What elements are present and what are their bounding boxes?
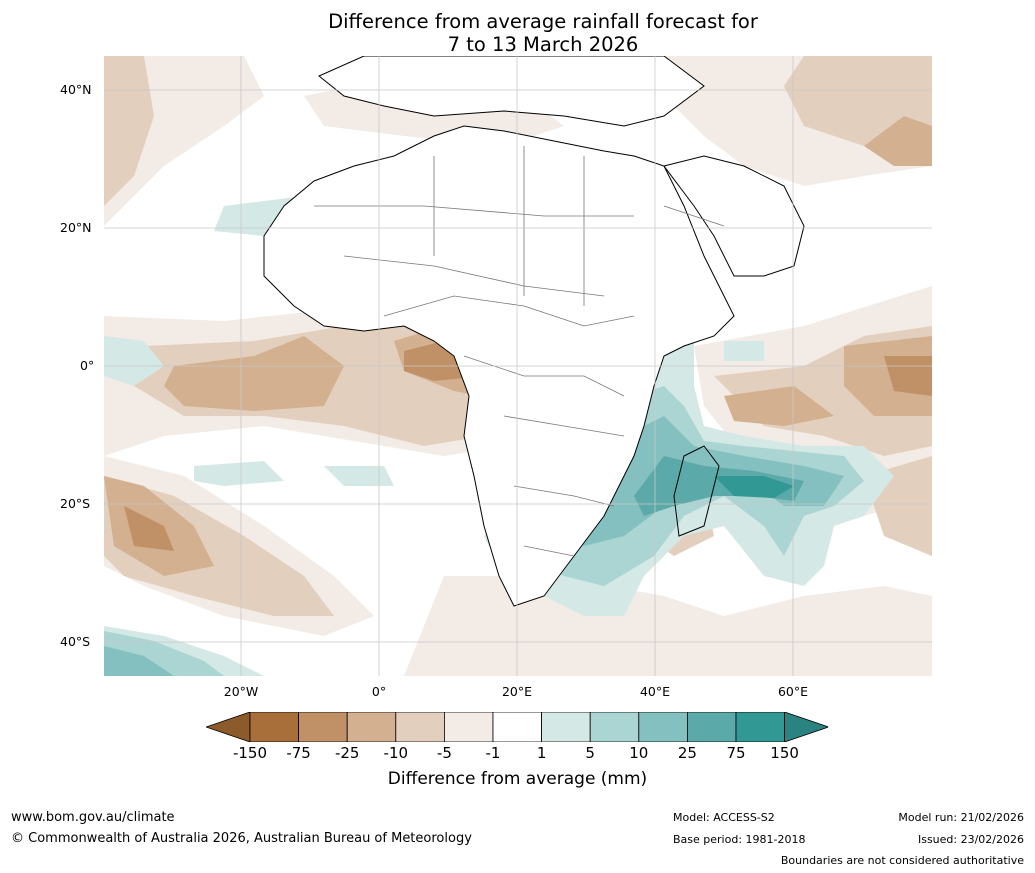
colorbar-segment xyxy=(638,711,688,743)
graticule xyxy=(104,56,932,676)
colorbar-segment xyxy=(395,711,445,743)
colorbar-segment xyxy=(298,711,348,743)
colorbar-segment xyxy=(443,711,494,743)
lat-label-20s: 20°S xyxy=(60,496,91,511)
colorbar-segment xyxy=(686,711,737,743)
colorbar-tick-label: -1 xyxy=(485,744,501,762)
map-canvas xyxy=(104,56,932,676)
lat-label-equator: 0° xyxy=(80,358,95,373)
title-line-2: 7 to 13 March 2026 xyxy=(447,33,639,56)
colorbar-tick-label: -150 xyxy=(232,744,268,762)
colorbar-segment xyxy=(249,711,299,743)
lon-label-20w: 20°W xyxy=(223,684,259,699)
website-text: www.bom.gov.au/climate xyxy=(11,810,175,825)
colorbar-tick-label: 1 xyxy=(536,744,547,762)
boundaries-disclaimer: Boundaries are not considered authoritat… xyxy=(780,854,1024,867)
copyright-text: © Commonwealth of Australia 2026, Austra… xyxy=(11,831,472,846)
title-line-1: Difference from average rainfall forecas… xyxy=(328,10,758,33)
colorbar-over-arrow xyxy=(784,711,830,743)
colorbar-tick-label: -25 xyxy=(334,744,360,762)
issued-date: Issued: 23/02/2026 xyxy=(917,833,1024,846)
colorbar-tick-label: 10 xyxy=(629,744,649,762)
rainfall-anomaly-map xyxy=(104,56,932,676)
colorbar-title: Difference from average (mm) xyxy=(387,769,648,789)
model-run-date: Model run: 21/02/2026 xyxy=(898,811,1024,824)
base-period: Base period: 1981-2018 xyxy=(673,833,806,846)
lat-label-40s: 40°S xyxy=(60,634,91,649)
colorbar-segment xyxy=(492,711,542,743)
colorbar-segment xyxy=(346,711,397,743)
lat-label-20n: 20°N xyxy=(60,220,92,235)
lon-label-20e: 20°E xyxy=(501,684,533,699)
colorbar-graphic xyxy=(204,711,830,743)
colorbar-under-arrow xyxy=(204,711,251,743)
colorbar-tick-label: 25 xyxy=(677,744,697,762)
colorbar-tick-label: 75 xyxy=(726,744,746,762)
colorbar-tick-label: -10 xyxy=(383,744,409,762)
lon-label-60e: 60°E xyxy=(777,684,809,699)
lon-label-0: 0° xyxy=(371,684,387,699)
wet-anomaly-shading xyxy=(104,196,894,676)
map-title: Difference from average rainfall forecas… xyxy=(0,10,1035,56)
colorbar xyxy=(204,711,830,743)
colorbar-tick-label: -5 xyxy=(436,744,452,762)
lon-label-40e: 40°E xyxy=(639,684,671,699)
colorbar-segment xyxy=(541,711,591,743)
colorbar-segment xyxy=(589,711,640,743)
lat-label-40n: 40°N xyxy=(60,82,92,97)
colorbar-segment xyxy=(735,711,785,743)
model-name: Model: ACCESS-S2 xyxy=(673,811,775,824)
colorbar-tick-label: 150 xyxy=(770,744,799,762)
colorbar-tick-label: 5 xyxy=(585,744,595,762)
colorbar-tick-label: -75 xyxy=(286,744,311,762)
